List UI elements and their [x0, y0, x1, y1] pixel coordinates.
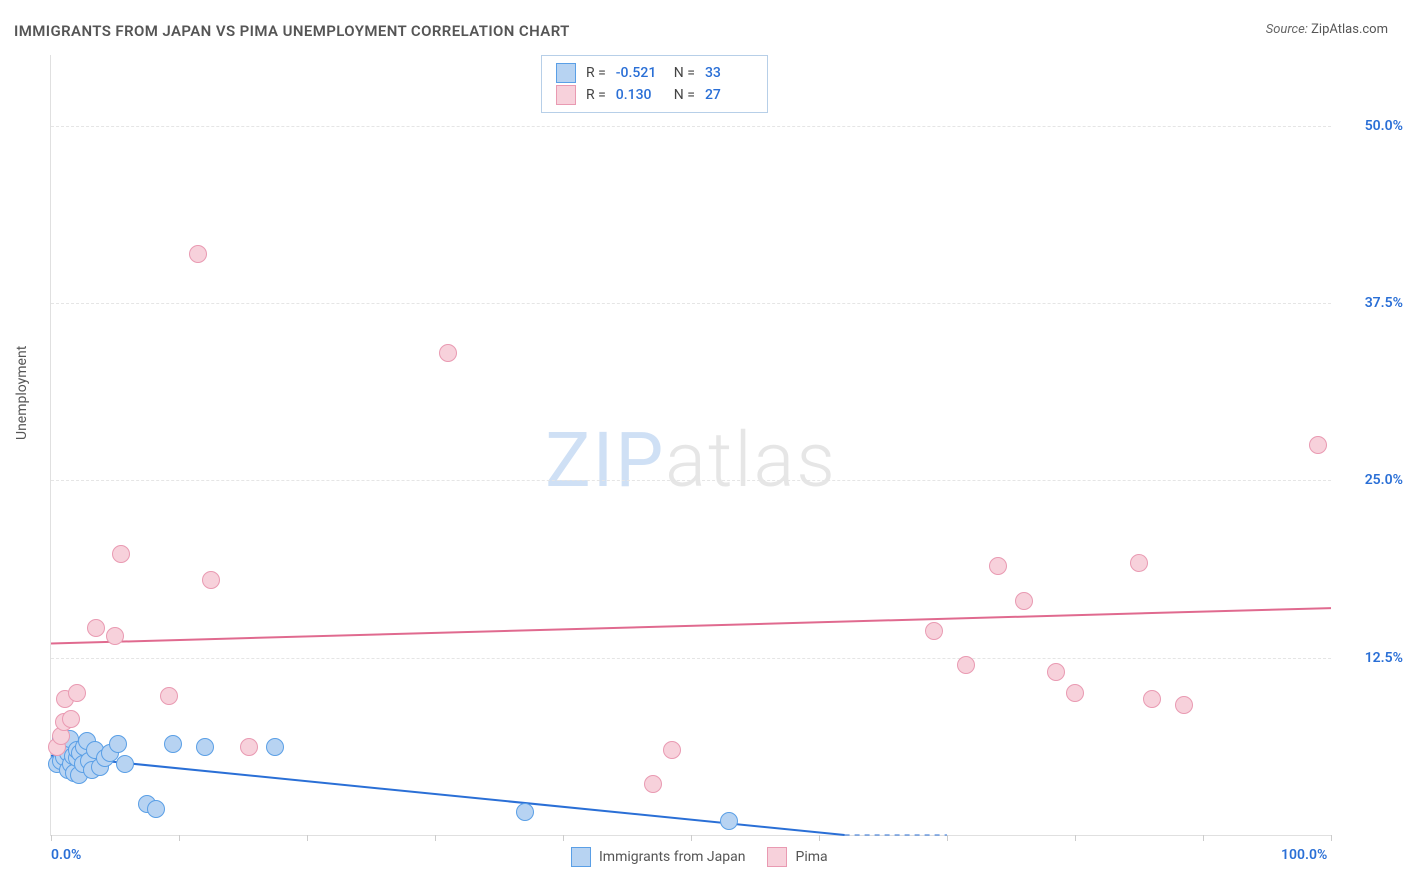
scatter-point [106, 627, 124, 645]
scatter-point [68, 684, 86, 702]
scatter-point [164, 735, 182, 753]
scatter-point [189, 245, 207, 263]
r-label: R = [586, 84, 606, 106]
n-value: 27 [705, 84, 753, 106]
n-label: N = [674, 84, 695, 106]
series-legend-item: Immigrants from Japan [571, 847, 745, 867]
scatter-point [1047, 663, 1065, 681]
scatter-point [1309, 436, 1327, 454]
trend-lines [51, 55, 1331, 835]
x-tick-mark [435, 835, 436, 841]
plot-frame: ZIPatlas 12.5%25.0%37.5%50.0% R =-0.521N… [50, 55, 1331, 836]
series-legend-item: Pima [767, 847, 827, 867]
scatter-point [439, 344, 457, 362]
source-attribution: Source: ZipAtlas.com [1266, 22, 1388, 37]
x-tick-mark [179, 835, 180, 841]
chart-title: IMMIGRANTS FROM JAPAN VS PIMA UNEMPLOYME… [14, 22, 570, 40]
scatter-point [240, 738, 258, 756]
y-tick-label: 37.5% [1365, 295, 1403, 311]
scatter-point [202, 571, 220, 589]
r-value: -0.521 [616, 62, 664, 84]
x-tick-label: 0.0% [51, 847, 81, 863]
scatter-point [516, 803, 534, 821]
scatter-point [1175, 696, 1193, 714]
r-label: R = [586, 62, 606, 84]
scatter-point [663, 741, 681, 759]
n-label: N = [674, 62, 695, 84]
y-tick-label: 25.0% [1365, 472, 1403, 488]
legend-swatch [556, 63, 576, 83]
stats-legend-row: R = -0.521 N = 33 [556, 62, 753, 84]
scatter-point [1143, 690, 1161, 708]
scatter-point [957, 656, 975, 674]
scatter-point [925, 622, 943, 640]
x-tick-mark [691, 835, 692, 841]
x-tick-label: 100.0% [1281, 847, 1327, 863]
stats-legend-row: R = 0.130 N = 27 [556, 84, 753, 106]
x-tick-mark [307, 835, 308, 841]
series-name: Immigrants from Japan [599, 849, 745, 865]
x-tick-mark [563, 835, 564, 841]
x-tick-mark [819, 835, 820, 841]
scatter-point [147, 800, 165, 818]
scatter-point [1015, 592, 1033, 610]
source-value: ZipAtlas.com [1311, 22, 1388, 37]
scatter-point [1066, 684, 1084, 702]
scatter-point [116, 755, 134, 773]
scatter-point [989, 557, 1007, 575]
x-tick-mark [1331, 835, 1332, 841]
x-tick-mark [51, 835, 52, 841]
stats-legend: R = -0.521 N = 33 R = 0.130 N = 27 [541, 55, 768, 113]
legend-swatch [767, 847, 787, 867]
r-value: 0.130 [616, 84, 664, 106]
y-tick-label: 12.5% [1365, 650, 1403, 666]
plot-area: ZIPatlas 12.5%25.0%37.5%50.0% R =-0.521N… [50, 55, 1330, 835]
n-value: 33 [705, 62, 753, 84]
scatter-point [720, 812, 738, 830]
y-axis-label: Unemployment [14, 346, 30, 440]
x-tick-mark [947, 835, 948, 841]
scatter-point [644, 775, 662, 793]
scatter-point [266, 738, 284, 756]
series-name: Pima [795, 849, 827, 865]
scatter-point [196, 738, 214, 756]
legend-swatch [571, 847, 591, 867]
scatter-point [87, 619, 105, 637]
series-legend: Immigrants from Japan Pima [571, 847, 828, 867]
scatter-point [160, 687, 178, 705]
scatter-point [62, 710, 80, 728]
y-tick-label: 50.0% [1365, 118, 1403, 134]
legend-swatch [556, 85, 576, 105]
x-tick-mark [1203, 835, 1204, 841]
x-tick-mark [1075, 835, 1076, 841]
scatter-point [112, 545, 130, 563]
source-label: Source: [1266, 22, 1308, 37]
scatter-point [1130, 554, 1148, 572]
scatter-point [109, 735, 127, 753]
